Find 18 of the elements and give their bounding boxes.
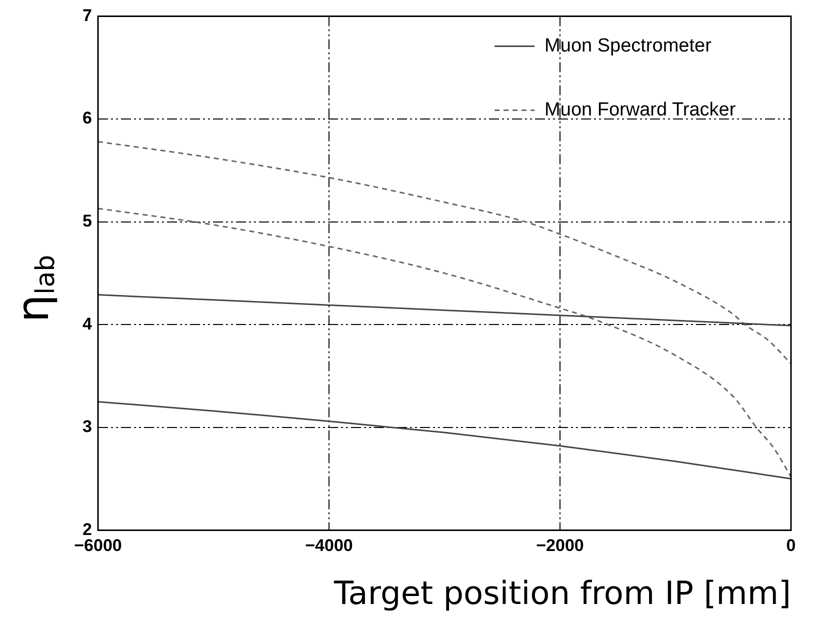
y-tick-label: 6 xyxy=(82,108,92,128)
y-tick-label: 3 xyxy=(82,417,92,436)
line-series xyxy=(98,140,791,364)
y-tick-label: 7 xyxy=(82,6,92,25)
x-tick-label: 0 xyxy=(786,536,796,556)
x-tick-label: −6000 xyxy=(74,536,122,556)
y-axis-title: ηlab xyxy=(8,254,61,322)
y-tick-label: 4 xyxy=(82,314,93,334)
x-tick-label: −4000 xyxy=(305,536,353,556)
line-series xyxy=(98,208,791,478)
y-tick-label: 5 xyxy=(82,211,92,230)
legend-label: Muon Spectrometer xyxy=(544,35,712,56)
x-tick-label: −2000 xyxy=(536,536,584,556)
y-tick-label: 2 xyxy=(82,520,92,539)
x-axis-title: Target position from IP [mm] xyxy=(333,574,791,612)
line-series xyxy=(98,400,791,480)
line-series xyxy=(98,294,791,326)
legend-label: Muon Forward Tracker xyxy=(544,99,736,120)
